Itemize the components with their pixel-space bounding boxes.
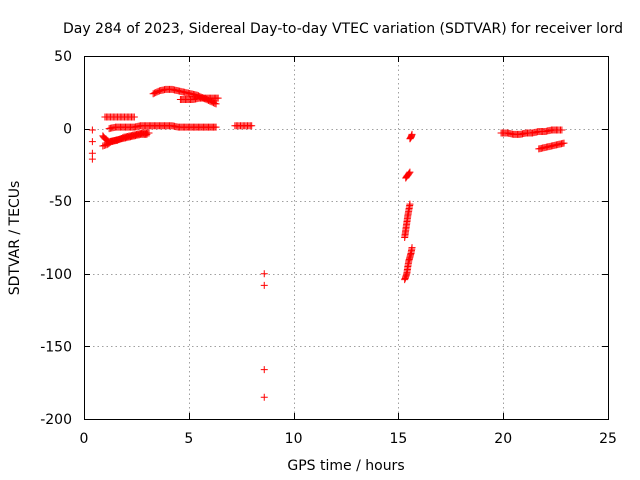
data-point <box>408 244 416 252</box>
y-tick-label: -50 <box>49 194 72 210</box>
x-tick-label: 5 <box>184 431 193 447</box>
x-tick-label: 0 <box>80 431 89 447</box>
data-point <box>212 123 220 131</box>
x-axis-label: GPS time / hours <box>287 458 404 474</box>
tick-layer: 0 5 10 15 20 25 -200 -150 -100 -50 0 50 <box>40 49 617 447</box>
data-point <box>405 169 413 177</box>
data-point <box>130 113 138 121</box>
data-point <box>248 122 256 130</box>
data-point <box>260 281 268 289</box>
x-tick-label: 15 <box>389 431 407 447</box>
chart-title: Day 284 of 2023, Sidereal Day-to-day VTE… <box>63 21 623 37</box>
plot-frame <box>84 56 609 420</box>
y-tick-label: -150 <box>40 339 72 355</box>
x-tick-label: 20 <box>494 431 512 447</box>
y-tick-label: 0 <box>63 122 72 138</box>
data-point <box>558 126 566 134</box>
x-tick-label: 10 <box>285 431 303 447</box>
y-tick-label: -200 <box>40 412 72 428</box>
data-point <box>88 126 96 134</box>
y-tick-label: 50 <box>54 49 72 65</box>
data-point <box>560 139 568 147</box>
data-point <box>260 270 268 278</box>
data-point <box>214 94 222 102</box>
data-point <box>260 393 268 401</box>
y-tick-label: -100 <box>40 267 72 283</box>
y-axis-label: SDTVAR / TECUs <box>7 181 23 296</box>
data-point <box>88 138 96 146</box>
data-point <box>260 366 268 374</box>
data-point <box>408 130 416 138</box>
data-point <box>145 129 153 137</box>
data-point <box>406 200 414 208</box>
data-point <box>406 168 414 176</box>
data-marks <box>88 85 568 401</box>
x-tick-label: 25 <box>599 431 617 447</box>
data-point <box>88 155 96 163</box>
grid-layer <box>84 56 608 419</box>
